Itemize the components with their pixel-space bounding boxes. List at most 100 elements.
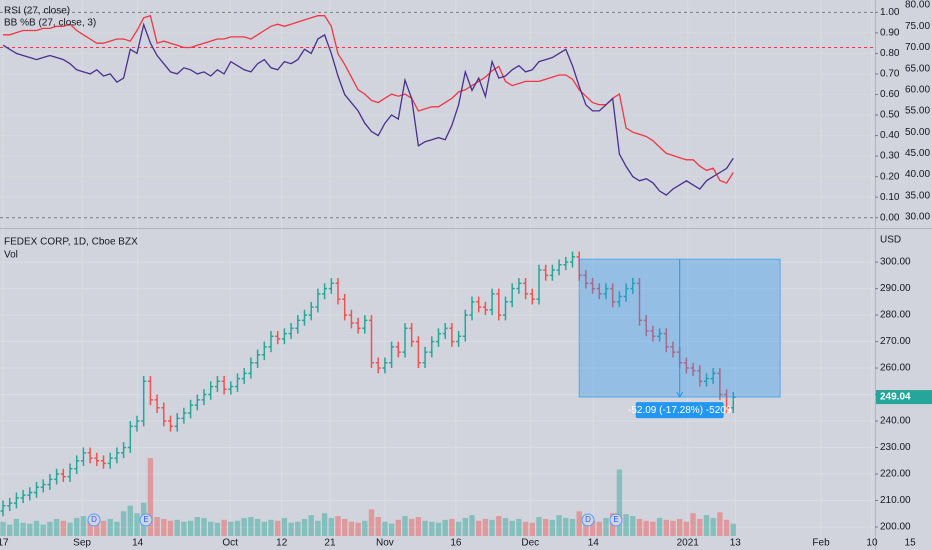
volume-bar [502, 517, 509, 536]
volume-bar [60, 520, 67, 536]
y-tick-label: 230.00 [880, 442, 911, 453]
y-tick-label: 0.60 [880, 89, 900, 100]
volume-bar [636, 518, 643, 536]
volume-bar [281, 517, 288, 536]
measure-label: -52.09 (-17.28%) -5209 [628, 405, 732, 416]
volume-bar [603, 517, 609, 536]
y-tick-label: 1.00 [880, 7, 900, 18]
volume-bar [7, 524, 13, 536]
volume-bar [241, 517, 247, 536]
y2-tick-label: 40.00 [905, 169, 930, 180]
volume-bar [509, 520, 515, 536]
event-icon[interactable] [609, 513, 623, 527]
volume-bar [482, 518, 489, 536]
volume-bar [563, 517, 569, 536]
volume-bar [475, 520, 482, 536]
volume-bar [27, 523, 33, 536]
volume-bar [690, 513, 696, 536]
last-price-box [876, 390, 932, 405]
volume-bar [288, 522, 294, 536]
volume-bar [33, 520, 40, 536]
event-icon[interactable] [581, 513, 595, 527]
volume-bar [362, 520, 368, 536]
volume-bar [120, 511, 127, 536]
volume-bar [408, 518, 415, 536]
volume-legend: Vol [4, 250, 18, 261]
y-tick-label: 300.00 [880, 257, 911, 268]
volume-bar [556, 515, 562, 536]
volume-bar [717, 512, 723, 536]
volume-bar [623, 514, 629, 536]
volume-bar [449, 518, 455, 536]
event-label: D [585, 515, 591, 524]
volume-bar [100, 520, 107, 536]
volume-bar [221, 519, 227, 536]
event-icon[interactable] [139, 513, 153, 527]
volume-bar [576, 511, 582, 536]
x-tick-label: 17 [0, 538, 9, 549]
volume-bar [308, 515, 314, 536]
y-tick-label: 0.00 [880, 212, 900, 223]
volume-bar [335, 516, 341, 536]
volume-bar [516, 518, 522, 536]
volume-bar [429, 521, 435, 536]
volume-bar [167, 520, 174, 536]
volume-bar [80, 516, 87, 536]
volume-bar [234, 520, 241, 536]
volume-bar [496, 516, 502, 536]
volume-bar [355, 522, 361, 536]
volume-bar [147, 458, 154, 536]
volume-bar [194, 517, 201, 536]
x-tick-label: Oct [222, 538, 238, 549]
y-tick-label: 210.00 [880, 495, 911, 506]
volume-bar [402, 516, 408, 536]
y-tick-label: 290.00 [880, 283, 911, 294]
volume-bar [382, 521, 388, 536]
volume-bar [161, 518, 167, 536]
y-tick-label: 240.00 [880, 416, 911, 427]
volume-bar [107, 518, 113, 536]
volume-bar [697, 518, 703, 536]
last-price-label: 249.04 [880, 392, 911, 403]
volume-bar [489, 519, 495, 536]
volume-bar [596, 521, 602, 536]
volume-bar [53, 518, 60, 536]
y-tick-label: 270.00 [880, 336, 911, 347]
volume-bar [469, 515, 475, 536]
volume-bar [536, 517, 542, 536]
y-tick-label: 280.00 [880, 310, 911, 321]
volume-bar [20, 522, 26, 536]
volume-bar [254, 518, 261, 536]
volume-bar [422, 520, 428, 536]
y-tick-label: 0.10 [880, 192, 900, 203]
volume-bar [174, 519, 180, 536]
volume-bar [275, 520, 281, 536]
volume-bar [455, 521, 462, 536]
volume-bar [670, 520, 676, 536]
volume-bar [328, 517, 335, 536]
indicator-line [2, 22, 734, 196]
x-tick-label: 14 [132, 538, 144, 549]
volume-bar [342, 518, 348, 536]
y2-tick-label: 50.00 [905, 127, 930, 138]
volume-bar [0, 521, 6, 536]
event-icon[interactable] [87, 513, 101, 527]
x-tick-label: Dec [521, 538, 539, 549]
x-tick-label: 12 [276, 538, 288, 549]
y-tick-label: 0.40 [880, 130, 900, 141]
x-tick-label: Nov [376, 538, 394, 549]
volume-bar [656, 517, 663, 536]
volume-bar [650, 521, 656, 536]
volume-bar [723, 519, 730, 536]
volume-bar [228, 521, 234, 536]
volume-bar [529, 522, 535, 536]
volume-bar [187, 520, 194, 536]
y-tick-label: 220.00 [880, 469, 911, 480]
volume-bar [321, 513, 328, 536]
y-tick-label: 200.00 [880, 522, 911, 533]
volume-bar [154, 517, 160, 536]
symbol-title: FEDEX CORP, 1D, Cboe BZX [4, 237, 138, 248]
x-tick-label: 14 [588, 538, 600, 549]
volume-bar [301, 518, 308, 536]
